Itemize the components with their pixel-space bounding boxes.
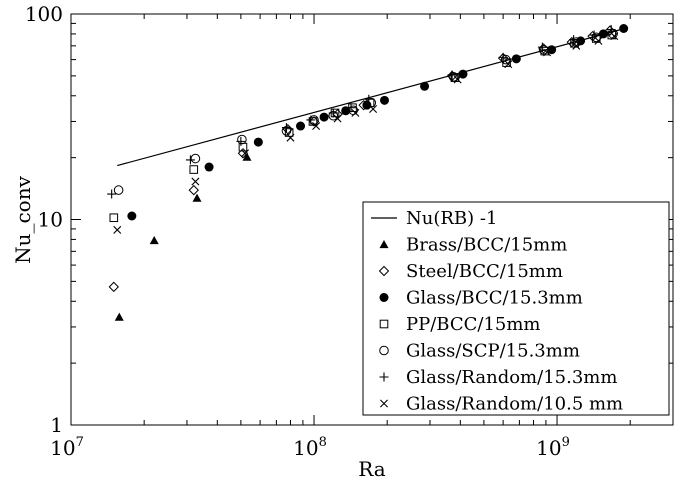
- legend-marker: [379, 345, 389, 356]
- legend-label: Nu(RB) -1: [406, 208, 497, 229]
- data-point: [242, 152, 252, 161]
- data-point: [109, 213, 119, 223]
- data-point: [610, 32, 619, 41]
- legend-label: Glass/Random/15.3mm: [406, 367, 617, 388]
- x-tick-label: 108: [293, 435, 327, 460]
- data-point: [447, 70, 457, 80]
- data-point: [312, 122, 321, 131]
- fit-line-layer: [117, 27, 625, 167]
- ticks: [70, 13, 674, 426]
- legend-marker: [379, 240, 389, 249]
- legend-marker: [379, 293, 389, 302]
- data-point: [537, 42, 547, 52]
- data-point: [594, 36, 603, 45]
- data-point: [238, 142, 248, 152]
- data-point: [591, 32, 602, 43]
- legend-marker: [378, 265, 390, 277]
- legend-label: Steel/BCC/15mm: [406, 261, 563, 282]
- data-point: [185, 155, 195, 165]
- data-point: [296, 121, 306, 131]
- data-point: [188, 184, 199, 196]
- data-point: [369, 104, 378, 113]
- data-point: [192, 193, 202, 202]
- x-tick-label: 107: [50, 435, 84, 460]
- y-tick-label: 10: [38, 208, 63, 232]
- data-point: [380, 95, 390, 105]
- data-point: [190, 153, 201, 164]
- points: [107, 24, 629, 321]
- legend-marker: [380, 399, 388, 408]
- y-tick-label: 100: [25, 2, 63, 26]
- y-axis-title: Nu_conv: [11, 175, 35, 264]
- data-point: [113, 185, 124, 195]
- data-point: [572, 41, 581, 50]
- data-point: [107, 189, 117, 199]
- legend: Nu(RB) -1 Brass/BCC/15mm Steel/BCC/15mm Gla…: [362, 201, 670, 416]
- data-point: [351, 108, 360, 117]
- data-point: [543, 48, 552, 57]
- legend-label: Glass/BCC/15.3mm: [406, 288, 583, 309]
- data-point: [204, 162, 214, 172]
- data-point: [538, 44, 549, 55]
- x-tick-label: 109: [536, 435, 570, 460]
- legend-marker: [379, 372, 389, 382]
- data-point: [547, 45, 557, 55]
- data-point: [236, 136, 246, 146]
- data-point: [341, 106, 351, 116]
- data-point: [420, 81, 430, 91]
- legend-marker: [379, 319, 389, 329]
- legend-label: PP/BCC/15mm: [406, 314, 541, 335]
- data-point: [253, 137, 263, 147]
- data-point: [504, 60, 513, 69]
- data-point: [306, 115, 316, 125]
- data-point: [448, 71, 459, 82]
- data-point: [237, 134, 247, 145]
- data-point: [189, 165, 199, 174]
- data-point: [281, 123, 291, 133]
- fit-line: [117, 27, 625, 167]
- data-point: [598, 29, 608, 39]
- data-point: [319, 112, 329, 122]
- data-point: [589, 30, 599, 40]
- data-point: [286, 133, 295, 142]
- data-point: [241, 149, 249, 158]
- data-point: [333, 114, 342, 123]
- data-point: [108, 281, 120, 293]
- legend-box: [362, 201, 670, 416]
- data-point: [511, 54, 521, 64]
- legend-label: Glass/SCP/15.3mm: [406, 341, 580, 362]
- y-tick-label: 1: [50, 413, 63, 437]
- data-point: [191, 177, 200, 186]
- data-point: [113, 225, 122, 234]
- legend-label: Brass/BCC/15mm: [406, 235, 567, 256]
- data-point: [127, 211, 137, 221]
- data-point: [566, 36, 578, 48]
- data-point: [450, 73, 460, 82]
- data-point: [328, 108, 338, 118]
- data-point: [619, 24, 629, 34]
- x-axis-title: Ra: [358, 457, 386, 481]
- data-point: [500, 54, 511, 65]
- data-point: [453, 75, 462, 84]
- data-point: [364, 94, 374, 104]
- data-point: [114, 312, 124, 321]
- data-point: [149, 236, 159, 245]
- data-point: [308, 117, 318, 126]
- data-point: [498, 52, 508, 62]
- data-point: [346, 103, 356, 113]
- legend-label: Glass/Random/10.5 mm: [406, 394, 623, 415]
